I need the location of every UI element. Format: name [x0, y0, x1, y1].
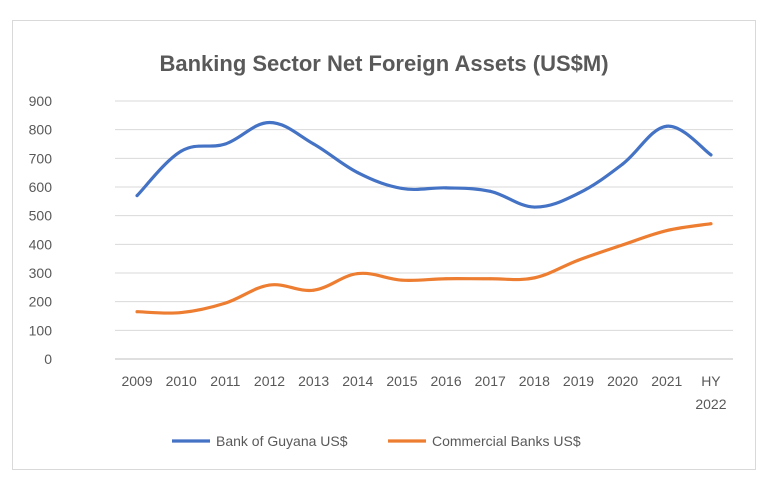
data-point	[533, 206, 536, 209]
y-tick-label: 800	[29, 122, 53, 138]
data-point	[224, 302, 227, 305]
y-tick-label: 700	[29, 150, 53, 166]
y-tick-label: 0	[44, 351, 52, 367]
x-tick-label: 2011	[210, 373, 240, 389]
data-point	[312, 143, 315, 146]
chart-title: Banking Sector Net Foreign Assets (US$M)	[159, 51, 608, 76]
data-point	[400, 279, 403, 282]
data-point	[577, 259, 580, 262]
data-point	[489, 190, 492, 193]
data-point	[136, 194, 139, 197]
data-point	[665, 125, 668, 128]
data-point	[400, 187, 403, 190]
legend: Bank of Guyana US$ Commercial Banks US$	[172, 433, 581, 449]
data-point	[709, 222, 712, 225]
data-point	[445, 277, 448, 280]
y-tick-label: 300	[29, 265, 53, 281]
data-point	[621, 243, 624, 246]
x-tick-label: 2013	[298, 373, 329, 389]
series-lines	[136, 121, 713, 314]
data-point	[312, 289, 315, 292]
data-point	[709, 153, 712, 156]
data-point	[268, 121, 271, 124]
x-tick-label: 2016	[430, 373, 461, 389]
y-tick-label: 600	[29, 179, 53, 195]
data-point	[533, 276, 536, 279]
y-tick-label: 900	[29, 93, 53, 109]
data-point	[180, 311, 183, 314]
data-point	[268, 284, 271, 287]
series-line-2	[137, 224, 711, 313]
data-point	[136, 310, 139, 313]
data-point	[356, 272, 359, 275]
x-tick-label: HY 2022	[695, 373, 726, 412]
x-tick-label: 2010	[166, 373, 197, 389]
x-tick-label: 2014	[342, 373, 373, 389]
data-point	[665, 229, 668, 232]
data-point	[224, 143, 227, 146]
data-point	[621, 163, 624, 166]
legend-label: Commercial Banks US$	[432, 433, 581, 449]
x-tick-label: 2019	[563, 373, 594, 389]
data-point	[356, 171, 359, 174]
gridlines	[115, 101, 733, 359]
x-tick-label: 2015	[386, 373, 417, 389]
y-tick-label: 500	[29, 208, 53, 224]
x-tick-label: 2009	[121, 373, 152, 389]
x-tick-label: 2020	[607, 373, 638, 389]
series-line-1	[137, 123, 711, 208]
data-point	[180, 150, 183, 153]
data-point	[577, 192, 580, 195]
data-point	[489, 277, 492, 280]
x-tick-label: 2012	[254, 373, 285, 389]
x-tick-label: 2021	[651, 373, 682, 389]
x-tick-label: 2018	[519, 373, 550, 389]
data-point	[445, 186, 448, 189]
x-axis: 2009 2010 2011 2012 2013 2014 2015 2016 2017 2018…	[121, 373, 726, 412]
y-axis: 0 100 200 300 400 500 600 700 800 900	[29, 93, 53, 367]
y-tick-label: 200	[29, 294, 53, 310]
legend-label: Bank of Guyana US$	[216, 433, 348, 449]
y-tick-label: 400	[29, 236, 53, 252]
y-tick-label: 100	[29, 322, 53, 338]
x-tick-label: 2017	[475, 373, 506, 389]
